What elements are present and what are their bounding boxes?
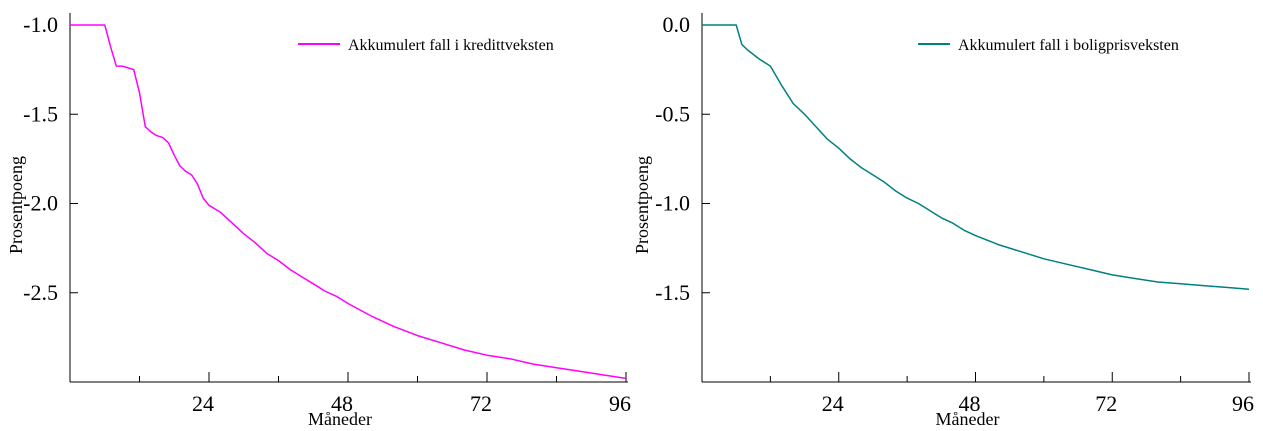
y-tick-label: -2.0 [23,191,58,216]
x-tick-label: 96 [609,391,631,416]
y-tick-label: -1.5 [23,101,58,126]
x-axis-title: Måneder [936,409,1000,429]
x-axis-title: Måneder [308,409,372,429]
y-axis-title: Prosentpoeng [6,156,26,254]
x-tick-label: 72 [1095,391,1117,416]
x-tick-label: 48 [959,391,981,416]
series-line [70,24,627,380]
legend-label: Akkumulert fall i boligprisveksten [958,37,1179,54]
x-tick-label: 72 [470,391,492,416]
legend: Akkumulert fall i boligprisveksten [918,37,1179,54]
legend-label: Akkumulert fall i kredittveksten [348,37,554,54]
y-tick-label: -1.0 [655,191,690,216]
series-line [702,24,1250,290]
y-tick-label: -0.5 [655,101,690,126]
y-axis-title: Prosentpoeng [632,156,652,254]
x-tick-label: 96 [1232,391,1254,416]
x-tick-label: 24 [822,391,844,416]
y-tick-label: -1.5 [655,280,690,305]
chart-panel-2: 0.0 -0.5 -1.0 -1.5 24 48 72 96 Måneder Prosentpoe… [632,12,1254,429]
y-tick-label: 0.0 [663,12,691,37]
x-tick-label: 48 [331,391,353,416]
x-tick-label: 24 [192,391,214,416]
legend: Akkumulert fall i kredittveksten [298,37,554,54]
y-tick-label: -1.0 [23,12,58,37]
chart-panel-1: -1.0 -1.5 -2.0 -2.5 24 48 72 96 Måneder Prosentpo… [6,12,631,429]
y-tick-label: -2.5 [23,280,58,305]
